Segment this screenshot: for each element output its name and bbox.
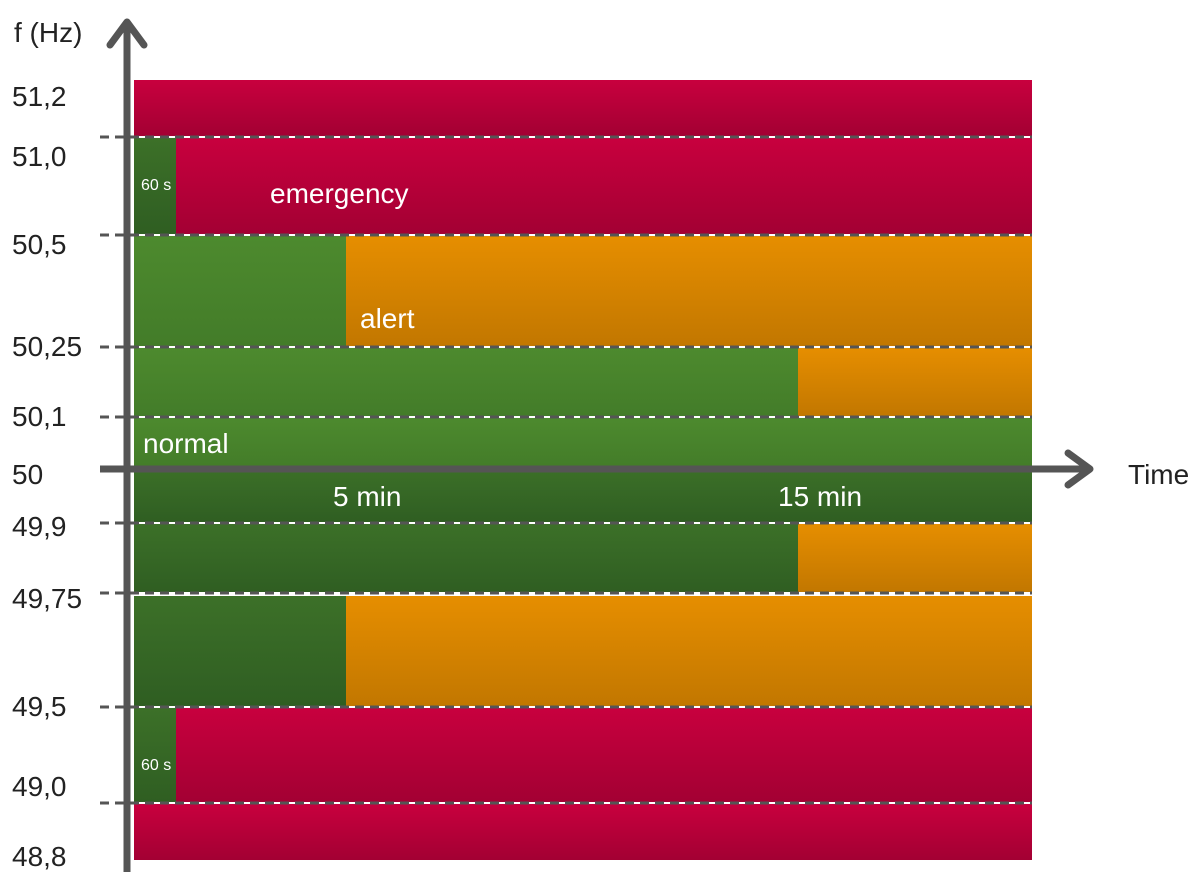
duration-label-lower: 60 s [141,757,171,774]
y-axis-title: f (Hz) [14,17,82,48]
x-tick-5min: 5 min [333,481,401,512]
band-emergency-upper [134,138,1032,234]
zone-label-emergency: emergency [270,178,409,209]
y-tick-label: 49,75 [12,583,82,614]
band-emergency-lower [134,708,1032,802]
band-normal-upper [134,418,1032,468]
y-tick-label: 51,0 [12,141,67,172]
y-tick-label: 50,25 [12,331,82,362]
y-tick-label: 50 [12,459,43,490]
y-tick-label: 48,8 [12,841,67,872]
x-tick-15min: 15 min [778,481,862,512]
band-normal-5min-lower [134,596,346,706]
y-tick-label: 51,2 [12,81,67,112]
y-axis-arrowhead [106,18,148,49]
y-tick-label: 49,9 [12,511,67,542]
band-normal-5min-upper [134,236,346,346]
band-normal-15min-lower [134,524,798,592]
y-tick-label: 50,5 [12,229,67,260]
zone-label-alert: alert [360,303,415,334]
band-normal-lower [134,468,1032,522]
x-axis-title: Time [1128,459,1189,490]
zone-label-normal: normal [143,428,229,459]
x-axis-arrowhead [1064,449,1094,489]
band-60s-lower-green [134,708,176,802]
y-tick-label: 49,0 [12,771,67,802]
y-tick-label: 50,1 [12,401,67,432]
duration-label-upper: 60 s [141,177,171,194]
band-emergency-top [134,80,1032,136]
band-normal-15min-upper [134,348,798,416]
y-tick-label: 49,5 [12,691,67,722]
band-60s-upper-green [134,138,176,234]
band-emergency-bottom [134,804,1032,860]
